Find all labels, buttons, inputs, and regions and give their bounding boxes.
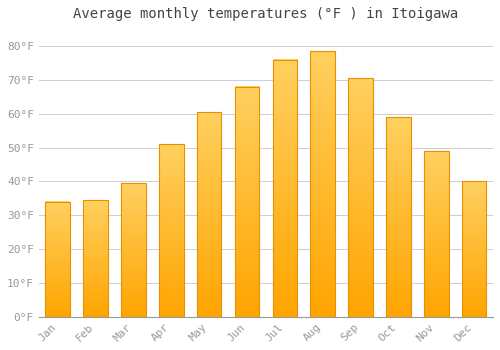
Bar (386, 117, 410, 317)
Bar (310, 51, 335, 317)
Bar (424, 151, 448, 317)
Bar (272, 60, 297, 317)
Title: Average monthly temperatures (°F ) in Itoigawa: Average monthly temperatures (°F ) in It… (74, 7, 458, 21)
Bar (234, 86, 260, 317)
Bar (348, 78, 373, 317)
Bar (121, 183, 146, 317)
Bar (462, 181, 486, 317)
Bar (46, 202, 70, 317)
Bar (197, 112, 222, 317)
Bar (159, 144, 184, 317)
Bar (84, 200, 108, 317)
